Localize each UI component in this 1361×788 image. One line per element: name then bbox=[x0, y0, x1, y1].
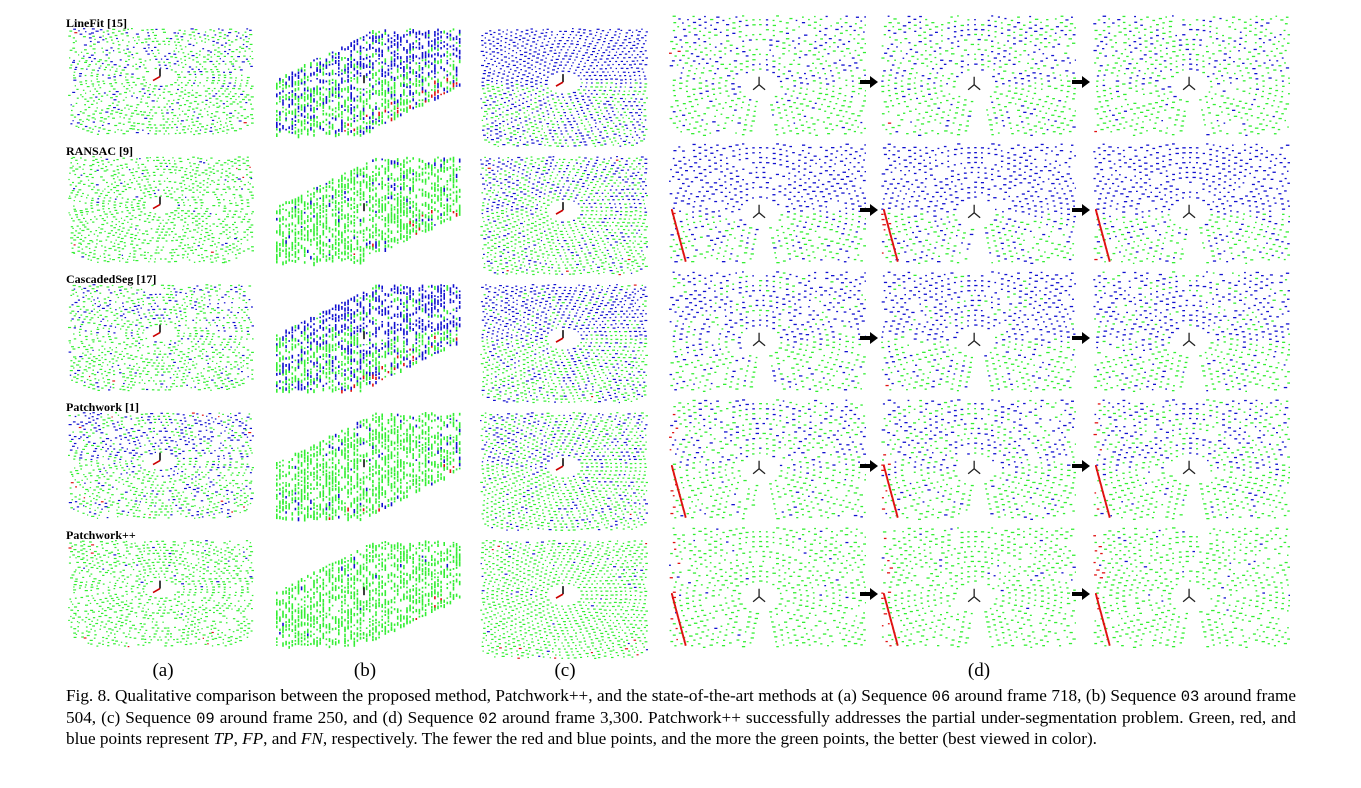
caption-text: , and bbox=[263, 729, 301, 748]
point-cloud-panel bbox=[480, 28, 648, 147]
point-cloud-panel bbox=[669, 271, 866, 392]
arrow-right-icon bbox=[860, 76, 878, 88]
point-cloud-panel bbox=[68, 28, 254, 136]
arrow-right-icon bbox=[1072, 332, 1090, 344]
point-cloud-panel bbox=[68, 156, 254, 264]
point-cloud-panel bbox=[669, 15, 866, 136]
point-cloud-panel bbox=[669, 399, 866, 520]
row-label: Patchwork [1] bbox=[66, 400, 139, 414]
arrow-right-icon bbox=[860, 460, 878, 472]
arrow-right-icon bbox=[1072, 204, 1090, 216]
arrow-right-icon bbox=[860, 332, 878, 344]
point-cloud-panel bbox=[881, 271, 1076, 392]
column-label-b: (b) bbox=[354, 660, 376, 682]
point-cloud-panel bbox=[669, 143, 866, 264]
point-cloud-panel bbox=[881, 143, 1076, 264]
arrow-right-icon bbox=[1072, 460, 1090, 472]
caption-text: around frame 504, (c) Sequence bbox=[66, 686, 1296, 727]
point-cloud-panel bbox=[1093, 143, 1290, 264]
arrow-right-icon bbox=[860, 204, 878, 216]
column-label-d: (d) bbox=[968, 660, 990, 682]
caption-math: FP bbox=[242, 729, 263, 748]
point-cloud-panel bbox=[881, 527, 1076, 648]
caption-text: around frame 718, (b) Sequence bbox=[950, 686, 1180, 705]
point-cloud-panel bbox=[480, 412, 648, 531]
point-cloud-panel bbox=[68, 284, 254, 392]
point-cloud-panel bbox=[68, 540, 254, 648]
figure: LineFit [15] RANSAC [9] CascadedSeg [17] Pa… bbox=[66, 15, 1290, 659]
arrow-right-icon bbox=[1072, 76, 1090, 88]
point-cloud-panel bbox=[1093, 15, 1290, 136]
point-cloud-panel bbox=[276, 412, 461, 522]
point-cloud-panel bbox=[669, 527, 866, 648]
row-label: LineFit [15] bbox=[66, 16, 127, 30]
caption-sequence: 06 bbox=[932, 688, 951, 706]
point-cloud-panel bbox=[480, 540, 648, 659]
caption-sequence: 02 bbox=[479, 710, 498, 728]
point-cloud-panel bbox=[1093, 399, 1290, 520]
point-cloud-panel bbox=[276, 284, 461, 394]
caption-sequence: 09 bbox=[196, 710, 215, 728]
point-cloud-panel bbox=[881, 15, 1076, 136]
row-label: CascadedSeg [17] bbox=[66, 272, 156, 286]
figure-caption: Fig. 8. Qualitative comparison between t… bbox=[66, 686, 1296, 749]
point-cloud-panel bbox=[480, 156, 648, 276]
caption-text: around frame 250, and (d) Sequence bbox=[215, 708, 479, 727]
arrow-right-icon bbox=[860, 588, 878, 600]
caption-text: around frame 3,300. Patchwork++ successf… bbox=[66, 708, 1296, 749]
caption-math: FN bbox=[301, 729, 323, 748]
column-label-a: (a) bbox=[152, 660, 173, 682]
point-cloud-panel bbox=[276, 156, 461, 267]
column-label-c: (c) bbox=[554, 660, 575, 682]
point-cloud-panel bbox=[881, 399, 1076, 520]
caption-text: , bbox=[234, 729, 243, 748]
row-label: Patchwork++ bbox=[66, 528, 136, 542]
point-cloud-panel bbox=[68, 412, 254, 519]
caption-math: TP bbox=[214, 729, 234, 748]
row-label: RANSAC [9] bbox=[66, 144, 133, 158]
point-cloud-panel bbox=[1093, 527, 1290, 648]
caption-text: , respectively. The fewer the red and bl… bbox=[323, 729, 1097, 748]
point-cloud-panel bbox=[480, 284, 648, 404]
arrow-right-icon bbox=[1072, 588, 1090, 600]
point-cloud-panel bbox=[1093, 271, 1290, 392]
point-cloud-panel bbox=[276, 540, 461, 649]
point-cloud-panel bbox=[276, 28, 461, 139]
caption-text: Fig. 8. Qualitative comparison between t… bbox=[66, 686, 932, 705]
caption-sequence: 03 bbox=[1181, 688, 1200, 706]
